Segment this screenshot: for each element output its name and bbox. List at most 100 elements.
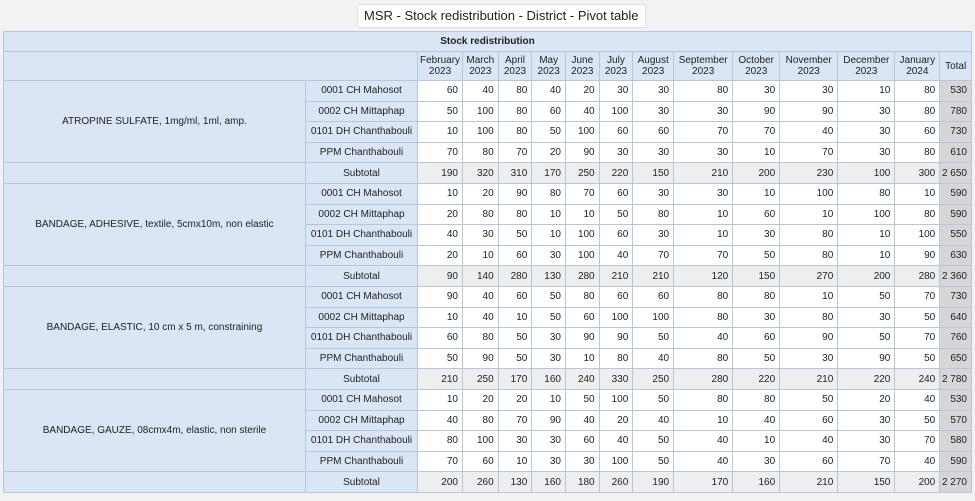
row-total-cell[interactable]: 610 — [939, 141, 972, 164]
subtotal-value-cell[interactable]: 160 — [531, 368, 566, 390]
value-cell[interactable]: 30 — [837, 121, 896, 143]
value-cell[interactable]: 80 — [497, 121, 533, 143]
value-cell[interactable]: 50 — [417, 347, 463, 370]
value-cell[interactable]: 10 — [497, 306, 533, 329]
value-cell[interactable]: 40 — [461, 80, 499, 102]
value-cell[interactable]: 100 — [837, 203, 896, 226]
value-cell[interactable]: 10 — [732, 141, 781, 164]
value-cell[interactable]: 60 — [497, 244, 533, 267]
value-cell[interactable]: 30 — [632, 80, 675, 102]
value-cell[interactable]: 60 — [632, 121, 675, 143]
value-cell[interactable]: 80 — [461, 327, 499, 349]
value-cell[interactable]: 90 — [564, 327, 600, 349]
value-cell[interactable]: 30 — [779, 347, 839, 370]
value-cell[interactable]: 10 — [732, 430, 781, 452]
subtotal-value-cell[interactable]: 260 — [461, 471, 499, 493]
value-cell[interactable]: 20 — [564, 80, 600, 102]
subtotal-value-cell[interactable]: 210 — [632, 265, 675, 287]
value-cell[interactable]: 80 — [497, 80, 533, 102]
value-cell[interactable]: 40 — [779, 121, 839, 143]
value-cell[interactable]: 10 — [894, 182, 941, 205]
value-cell[interactable]: 50 — [417, 100, 463, 123]
value-cell[interactable]: 90 — [564, 141, 600, 164]
subtotal-value-cell[interactable]: 210 — [598, 265, 634, 287]
value-cell[interactable]: 30 — [779, 80, 839, 102]
subtotal-value-cell[interactable]: 100 — [837, 162, 896, 184]
value-cell[interactable]: 30 — [837, 141, 896, 164]
subtotal-value-cell[interactable]: 130 — [497, 471, 533, 493]
value-cell[interactable]: 30 — [673, 182, 734, 205]
value-cell[interactable]: 60 — [598, 182, 634, 205]
value-cell[interactable]: 10 — [779, 203, 839, 226]
subtotal-value-cell[interactable]: 150 — [837, 471, 896, 493]
subtotal-value-cell[interactable]: 220 — [732, 368, 781, 390]
value-cell[interactable]: 10 — [837, 80, 896, 102]
value-cell[interactable]: 40 — [632, 409, 675, 432]
value-cell[interactable]: 50 — [632, 430, 675, 452]
value-cell[interactable]: 40 — [732, 409, 781, 432]
subtotal-value-cell[interactable]: 250 — [632, 368, 675, 390]
value-cell[interactable]: 50 — [837, 327, 896, 349]
column-header[interactable]: May 2023 — [531, 51, 566, 81]
value-cell[interactable]: 10 — [732, 182, 781, 205]
subtotal-value-cell[interactable]: 170 — [531, 162, 566, 184]
value-cell[interactable]: 10 — [837, 224, 896, 246]
subtotal-value-cell[interactable]: 320 — [461, 162, 499, 184]
row-total-cell[interactable]: 590 — [939, 450, 972, 473]
value-cell[interactable]: 40 — [779, 430, 839, 452]
value-cell[interactable]: 50 — [894, 409, 941, 432]
value-cell[interactable]: 70 — [497, 141, 533, 164]
value-cell[interactable]: 70 — [779, 141, 839, 164]
value-cell[interactable]: 80 — [894, 141, 941, 164]
row-total-cell[interactable]: 730 — [939, 121, 972, 143]
subtotal-value-cell[interactable]: 220 — [598, 162, 634, 184]
subtotal-value-cell[interactable]: 280 — [673, 368, 734, 390]
column-header[interactable]: June 2023 — [564, 51, 600, 81]
value-cell[interactable]: 20 — [461, 182, 499, 205]
value-cell[interactable]: 40 — [673, 327, 734, 349]
subtotal-value-cell[interactable]: 190 — [632, 471, 675, 493]
value-cell[interactable]: 40 — [598, 430, 634, 452]
value-cell[interactable]: 100 — [564, 244, 600, 267]
value-cell[interactable]: 80 — [673, 80, 734, 102]
value-cell[interactable]: 20 — [417, 203, 463, 226]
value-cell[interactable]: 50 — [632, 388, 675, 411]
value-cell[interactable]: 30 — [632, 141, 675, 164]
value-cell[interactable]: 100 — [779, 182, 839, 205]
value-cell[interactable]: 50 — [497, 224, 533, 246]
subtotal-value-cell[interactable]: 280 — [894, 265, 941, 287]
value-cell[interactable]: 70 — [894, 430, 941, 452]
subtotal-value-cell[interactable]: 170 — [497, 368, 533, 390]
row-total-cell[interactable]: 590 — [939, 182, 972, 205]
value-cell[interactable]: 70 — [417, 450, 463, 473]
subtotal-value-cell[interactable]: 210 — [417, 368, 463, 390]
value-cell[interactable]: 70 — [673, 121, 734, 143]
value-cell[interactable]: 50 — [779, 388, 839, 411]
value-cell[interactable]: 50 — [531, 306, 566, 329]
value-cell[interactable]: 80 — [673, 388, 734, 411]
value-cell[interactable]: 30 — [837, 100, 896, 123]
subtotal-value-cell[interactable]: 90 — [417, 265, 463, 287]
value-cell[interactable]: 80 — [497, 100, 533, 123]
subtotal-total-cell[interactable]: 2 270 — [939, 471, 972, 493]
value-cell[interactable]: 80 — [531, 182, 566, 205]
value-cell[interactable]: 30 — [531, 347, 566, 370]
subtotal-value-cell[interactable]: 240 — [894, 368, 941, 390]
value-cell[interactable]: 70 — [417, 141, 463, 164]
column-header[interactable]: April 2023 — [497, 51, 533, 81]
subtotal-value-cell[interactable]: 180 — [564, 471, 600, 493]
value-cell[interactable]: 30 — [632, 224, 675, 246]
value-cell[interactable]: 100 — [461, 100, 499, 123]
value-cell[interactable]: 10 — [531, 388, 566, 411]
value-cell[interactable]: 40 — [461, 306, 499, 329]
value-cell[interactable]: 20 — [417, 244, 463, 267]
value-cell[interactable]: 40 — [894, 450, 941, 473]
value-cell[interactable]: 90 — [732, 100, 781, 123]
value-cell[interactable]: 40 — [564, 409, 600, 432]
subtotal-value-cell[interactable]: 210 — [779, 368, 839, 390]
value-cell[interactable]: 80 — [732, 388, 781, 411]
value-cell[interactable]: 30 — [598, 141, 634, 164]
value-cell[interactable]: 10 — [779, 285, 839, 308]
subtotal-value-cell[interactable]: 280 — [497, 265, 533, 287]
value-cell[interactable]: 80 — [632, 203, 675, 226]
